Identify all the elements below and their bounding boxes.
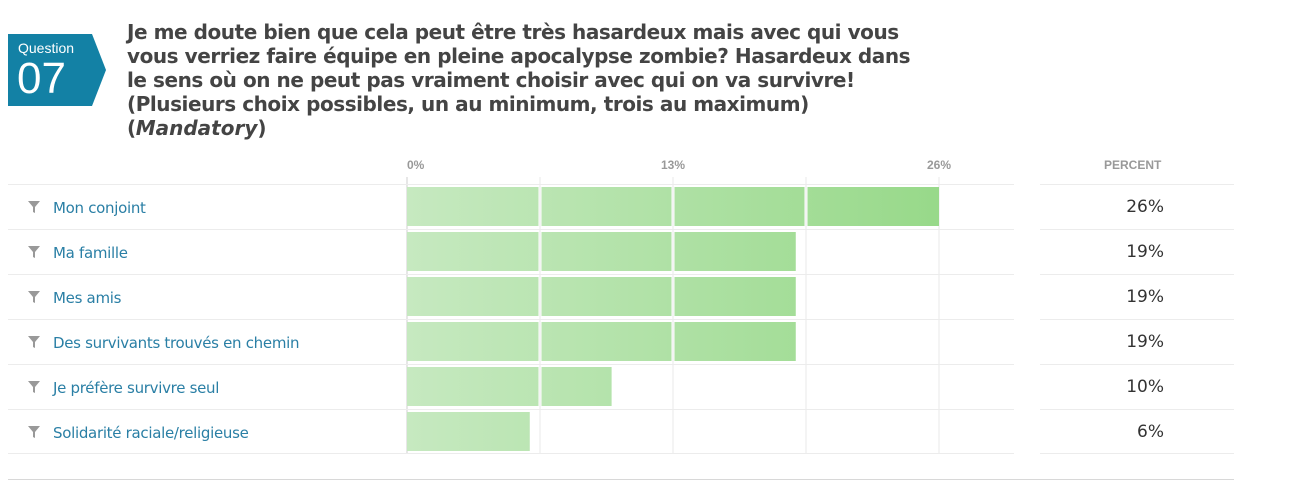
answer-label[interactable]: Solidarité raciale/religieuse — [53, 424, 249, 442]
axis-tick-label: 13% — [661, 158, 686, 172]
axis-tick-label: 0% — [407, 158, 425, 172]
filter-icon[interactable] — [27, 425, 41, 439]
question-number: 07 — [17, 54, 66, 103]
percent-value: 6% — [1137, 422, 1164, 442]
percent-value: 10% — [1126, 377, 1164, 397]
percent-value: 19% — [1126, 242, 1164, 262]
axis-tick-label: 26% — [927, 158, 952, 172]
percent-value: 19% — [1126, 332, 1164, 352]
answer-row: Mon conjoint — [8, 184, 1014, 229]
answer-label[interactable]: Ma famille — [53, 244, 128, 262]
percent-value: 26% — [1126, 197, 1164, 217]
question-text: Je me doute bien que cela peut être très… — [127, 20, 917, 140]
filter-icon[interactable] — [27, 245, 41, 259]
question-body: Je me doute bien que cela peut être très… — [127, 20, 911, 140]
bottom-divider — [8, 479, 1234, 480]
percent-row: 19% — [1040, 319, 1234, 364]
question-badge: Question 07 — [8, 34, 106, 106]
answer-row: Solidarité raciale/religieuse — [8, 409, 1014, 454]
percent-row: 10% — [1040, 364, 1234, 409]
percent-row: 19% — [1040, 274, 1234, 319]
answer-label[interactable]: Je préfère survivre seul — [53, 379, 220, 397]
badge-shape — [8, 34, 106, 106]
percent-column-header: PERCENT — [1104, 158, 1162, 172]
mandatory-label: Mandatory — [135, 116, 258, 140]
answer-label[interactable]: Mes amis — [53, 289, 122, 307]
answer-label[interactable]: Des survivants trouvés en chemin — [53, 334, 300, 352]
filter-icon[interactable] — [27, 200, 41, 214]
percent-row: 26% — [1040, 184, 1234, 229]
filter-icon[interactable] — [27, 380, 41, 394]
filter-icon[interactable] — [27, 290, 41, 304]
percent-row: 6% — [1040, 409, 1234, 454]
answer-row: Je préfère survivre seul — [8, 364, 1014, 409]
answer-row: Mes amis — [8, 274, 1014, 319]
question-label: Question — [18, 40, 75, 56]
percent-row: 19% — [1040, 229, 1234, 274]
answer-row: Ma famille — [8, 229, 1014, 274]
question-close-paren: ) — [257, 116, 267, 140]
filter-icon[interactable] — [27, 335, 41, 349]
answer-label[interactable]: Mon conjoint — [53, 199, 146, 217]
percent-column: 26% 19% 19% 19% 10% 6% — [1040, 184, 1234, 454]
percent-value: 19% — [1126, 287, 1164, 307]
answer-row: Des survivants trouvés en chemin — [8, 319, 1014, 364]
answer-rows: Mon conjoint Ma famille Mes amis Des sur… — [8, 184, 1014, 454]
